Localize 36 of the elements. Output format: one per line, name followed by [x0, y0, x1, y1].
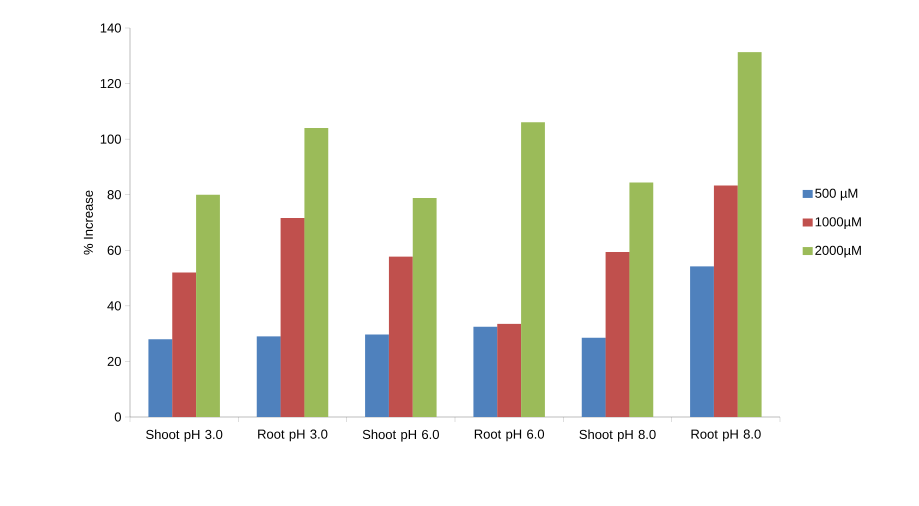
bar — [582, 338, 606, 417]
bar — [304, 128, 328, 417]
bar — [196, 194, 220, 417]
x-tick-label: Shoot pH 8.0 — [579, 430, 656, 442]
y-tick-label: 0 — [114, 412, 121, 422]
y-tick-label: 80 — [108, 190, 121, 200]
bar — [521, 122, 545, 417]
bar — [365, 334, 389, 417]
y-tick-label: 40 — [107, 301, 121, 310]
x-tick-label: Root pH 6.0 — [474, 430, 544, 442]
y-tick-label: 100 — [100, 134, 121, 144]
bar — [172, 272, 196, 417]
bar — [629, 182, 654, 417]
bar — [606, 252, 630, 417]
x-tick-label: Shoot pH 6.0 — [362, 430, 439, 442]
y-tick-label: 140 — [100, 23, 121, 33]
bar — [690, 266, 714, 417]
bar — [412, 198, 437, 417]
bar — [497, 324, 522, 417]
y-tick-label: 60 — [108, 246, 121, 255]
legend-label: 1000µM — [816, 217, 861, 229]
bar — [388, 256, 413, 417]
y-tick-label: 20 — [108, 356, 121, 366]
bar — [280, 218, 304, 417]
legend-label: 500 µM — [815, 188, 858, 200]
y-axis-title: % Increase — [84, 190, 93, 255]
x-tick-label: Root pH 8.0 — [691, 430, 761, 442]
bar — [738, 52, 762, 417]
x-tick-label: Root pH 3.0 — [258, 430, 328, 442]
legend-label: 2000µM — [815, 246, 861, 258]
bar — [148, 339, 172, 417]
bar — [714, 186, 738, 417]
bar — [473, 326, 498, 417]
y-tick-label: 120 — [100, 78, 121, 88]
bar — [256, 336, 281, 417]
x-tick-label: Shoot pH 3.0 — [146, 430, 222, 442]
